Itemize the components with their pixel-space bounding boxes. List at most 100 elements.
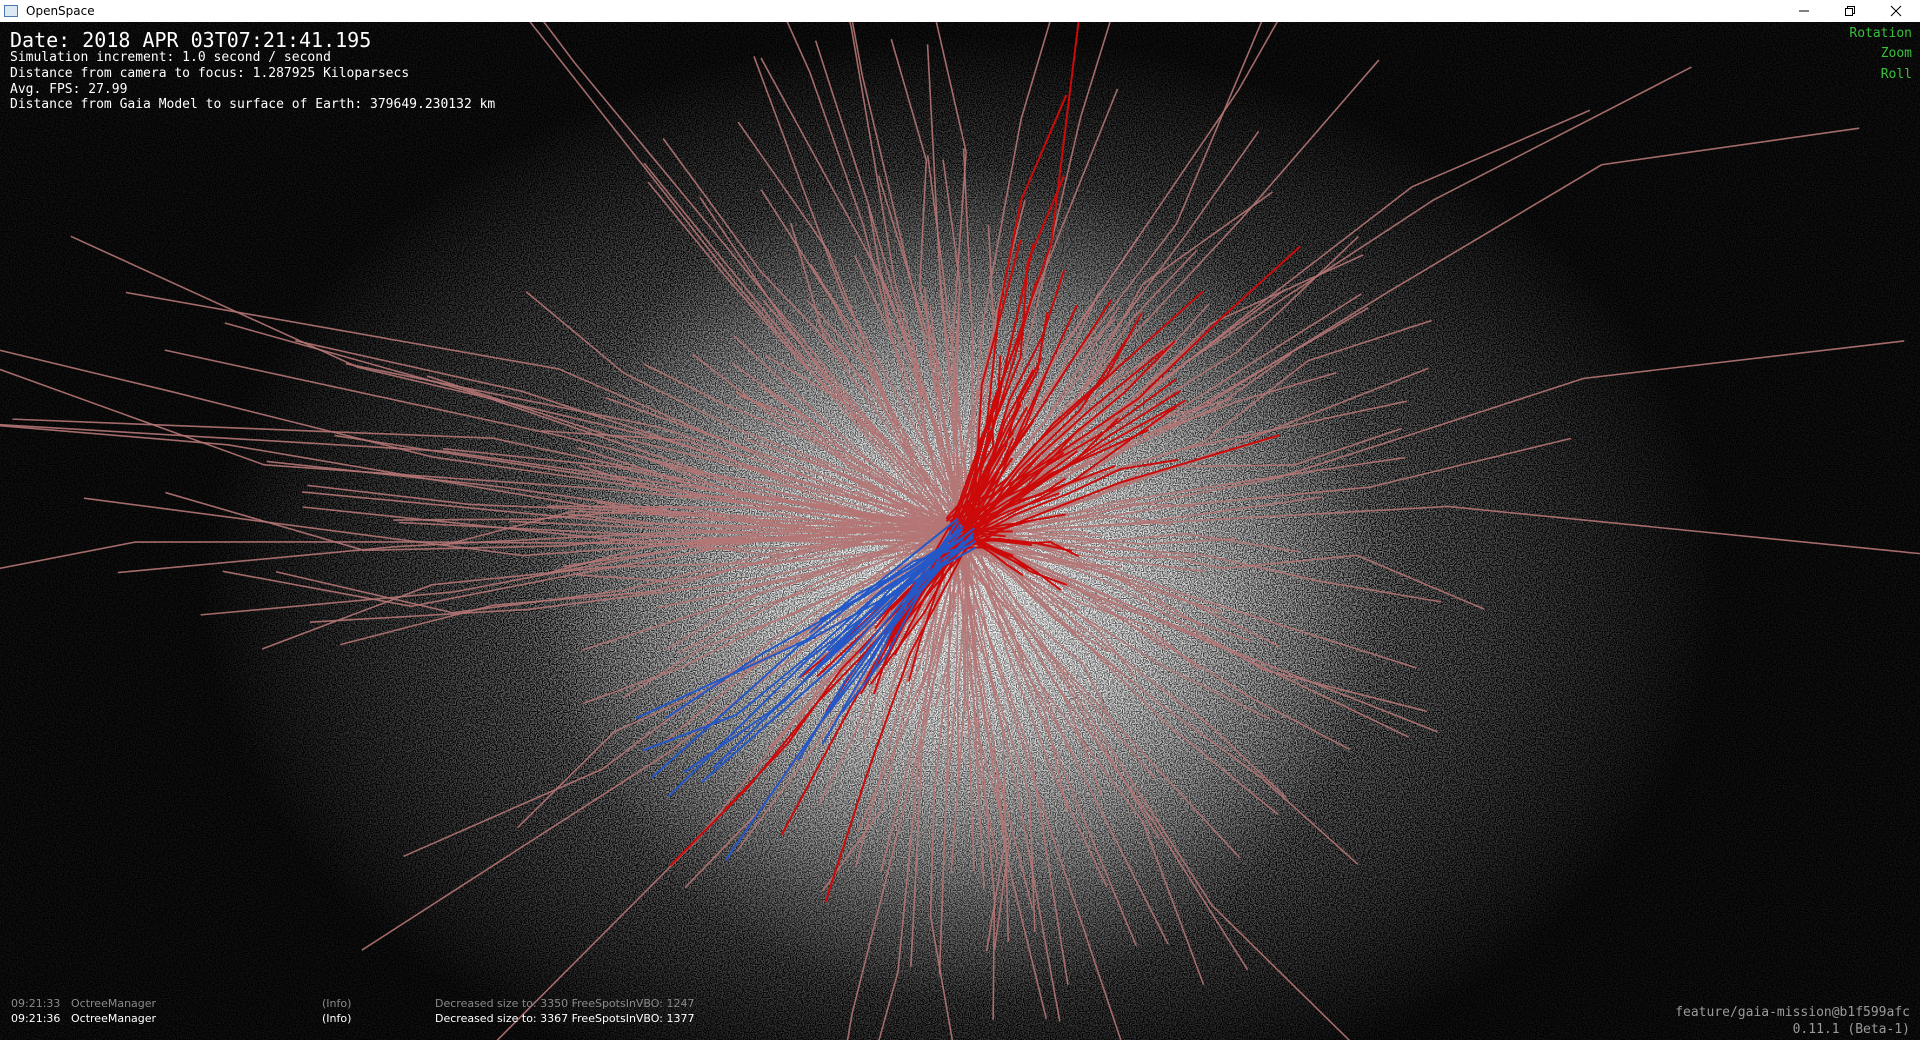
trajectory bbox=[971, 465, 1116, 523]
trajectory bbox=[965, 542, 1137, 947]
trajectory bbox=[0, 423, 970, 529]
trajectory bbox=[712, 525, 964, 769]
trajectory bbox=[665, 542, 976, 651]
hud-line: Distance from Gaia Model to surface of E… bbox=[10, 97, 496, 112]
trajectory bbox=[222, 523, 963, 608]
trajectory bbox=[975, 535, 1108, 888]
trajectory bbox=[968, 311, 1049, 528]
trajectory-lines bbox=[0, 22, 1920, 1040]
trajectory bbox=[443, 447, 952, 530]
trajectory bbox=[958, 535, 1011, 950]
trajectory bbox=[968, 402, 996, 541]
trajectory bbox=[309, 531, 974, 624]
trajectory bbox=[742, 541, 953, 613]
trajectory bbox=[975, 523, 1236, 546]
log-level: (Info) bbox=[322, 997, 352, 1010]
trajectory bbox=[964, 22, 1051, 537]
close-button[interactable] bbox=[1873, 0, 1919, 22]
trajectory bbox=[345, 362, 956, 528]
trajectory bbox=[529, 22, 953, 537]
trajectory bbox=[957, 542, 1122, 1040]
trajectory bbox=[70, 235, 956, 532]
window-title: OpenSpace bbox=[26, 4, 95, 18]
log-level: (Info) bbox=[322, 1012, 352, 1025]
trajectory bbox=[867, 205, 973, 544]
trajectory bbox=[973, 518, 1359, 865]
trajectory bbox=[699, 196, 963, 540]
trajectory bbox=[810, 263, 964, 520]
trajectory bbox=[951, 299, 1113, 536]
trajectory bbox=[525, 291, 966, 540]
trajectory bbox=[968, 528, 1351, 1040]
camera-mode: Zoom bbox=[1880, 46, 1912, 61]
trajectory bbox=[947, 524, 1036, 932]
trajectory bbox=[967, 532, 1301, 553]
log-source: OctreeManager bbox=[71, 1012, 157, 1025]
trajectory bbox=[954, 429, 1150, 543]
trajectory bbox=[117, 531, 973, 574]
trajectory bbox=[960, 529, 1160, 839]
trajectory bbox=[956, 127, 1860, 522]
log-time: 09:21:36 bbox=[11, 1012, 61, 1025]
hud-line: Distance from camera to focus: 1.287925 … bbox=[10, 66, 410, 81]
trajectory bbox=[165, 491, 965, 552]
trajectory bbox=[963, 59, 1380, 533]
trajectory bbox=[224, 322, 972, 542]
log-message: Decreased size to: 3367 FreeSpotsInVBO: … bbox=[435, 1012, 695, 1025]
trajectory bbox=[974, 293, 1362, 530]
trajectory bbox=[790, 222, 966, 530]
trajectory bbox=[961, 529, 1287, 798]
trajectory bbox=[947, 540, 1048, 1019]
trajectory bbox=[647, 181, 976, 534]
hud-date: Date: 2018 APR 03T07:21:41.195 bbox=[10, 28, 372, 52]
trajectory bbox=[926, 44, 965, 524]
trajectory bbox=[912, 340, 971, 526]
trajectory bbox=[942, 159, 961, 521]
trajectory bbox=[946, 546, 1103, 797]
trajectory bbox=[266, 460, 960, 541]
log-source: OctreeManager bbox=[71, 997, 157, 1010]
trajectory bbox=[973, 349, 1164, 532]
trajectory bbox=[733, 335, 967, 547]
minimize-button[interactable] bbox=[1781, 0, 1827, 22]
trajectory bbox=[339, 537, 957, 646]
trajectory bbox=[164, 349, 969, 543]
trajectory bbox=[967, 521, 1417, 669]
trajectory bbox=[972, 522, 1023, 540]
hud-line: Avg. FPS: 27.99 bbox=[10, 82, 128, 97]
trajectory bbox=[959, 543, 1136, 678]
trajectory bbox=[827, 544, 951, 652]
trajectory bbox=[955, 175, 1065, 549]
trajectory bbox=[0, 534, 967, 570]
trajectory bbox=[970, 527, 1069, 811]
trajectory bbox=[334, 434, 964, 543]
trajectory bbox=[970, 437, 1015, 529]
trajectory bbox=[200, 524, 958, 616]
trajectory bbox=[786, 22, 960, 531]
trajectory bbox=[880, 544, 966, 873]
trajectory bbox=[821, 541, 948, 745]
trajectory bbox=[822, 535, 974, 720]
trajectory bbox=[393, 506, 963, 532]
trajectory bbox=[950, 524, 1061, 1022]
trajectory bbox=[963, 533, 1409, 738]
trajectory bbox=[0, 349, 965, 540]
build-version: 0.11.1 (Beta-1) bbox=[1792, 1022, 1910, 1037]
trajectory bbox=[878, 531, 948, 1040]
restore-button[interactable] bbox=[1827, 0, 1873, 22]
trajectory bbox=[966, 524, 1080, 558]
trajectory bbox=[797, 532, 975, 761]
trajectory bbox=[963, 532, 1220, 648]
camera-mode: Rotation bbox=[1849, 26, 1912, 41]
trajectory bbox=[261, 543, 956, 650]
trajectory bbox=[859, 520, 959, 655]
trajectory bbox=[946, 542, 1241, 859]
trajectory bbox=[948, 22, 1080, 531]
trajectory bbox=[824, 533, 975, 903]
trajectory bbox=[968, 290, 1204, 527]
trajectory bbox=[731, 362, 952, 520]
trajectory bbox=[948, 312, 1143, 523]
trajectory bbox=[605, 397, 972, 531]
trajectory bbox=[963, 520, 1029, 531]
trajectory bbox=[950, 522, 966, 873]
